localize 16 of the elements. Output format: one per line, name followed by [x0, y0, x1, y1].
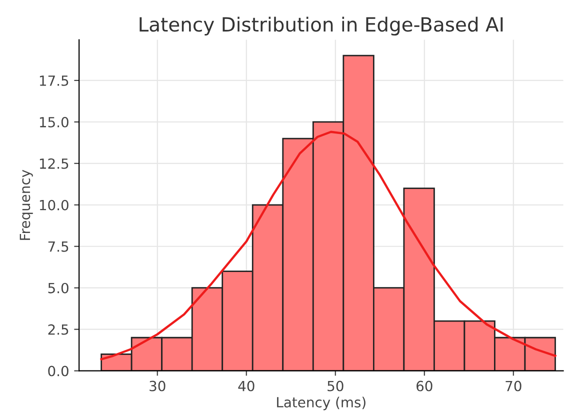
y-tick-label: 12.5 [40, 158, 68, 169]
x-tick-label: 60 [416, 380, 432, 392]
y-tick-label: 7.5 [48, 242, 68, 252]
y-tick-label: 0.0 [48, 366, 68, 376]
chart-title: Latency Distribution in Edge-Based AI [140, 16, 503, 36]
x-tick-label: 40 [238, 380, 254, 392]
y-tick-label: 5.0 [48, 282, 68, 294]
y-tick-label: 15.0 [40, 116, 68, 128]
y-tick-label: 2.5 [48, 324, 68, 335]
y-tick-label: 10.0 [40, 200, 68, 210]
x-axis-title: Latency (ms) [277, 396, 366, 410]
x-tick-label: 70 [506, 380, 522, 392]
y-axis-title: Frequency [20, 170, 33, 240]
x-tick-label: 50 [328, 380, 344, 392]
x-tick-label: 30 [150, 380, 166, 392]
y-tick-label: 17.5 [40, 76, 68, 86]
